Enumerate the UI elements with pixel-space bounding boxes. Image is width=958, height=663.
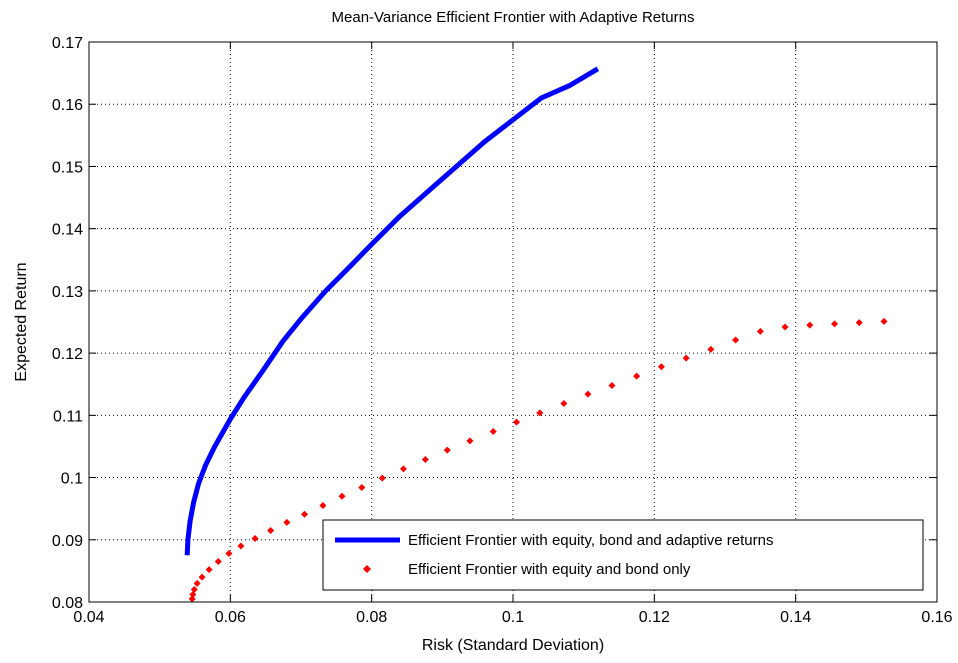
series-marker-1 [378,474,386,482]
y-tick-label: 0.11 [53,408,83,425]
legend: Efficient Frontier with equity, bond and… [322,519,924,591]
series-marker-1 [732,336,740,344]
grid [89,42,937,602]
series-marker-1 [283,518,291,526]
x-tick-label: 0.08 [356,609,387,626]
x-tick-label: 0.1 [502,609,524,626]
y-tick-label: 0.12 [52,346,83,363]
series-marker-1 [193,579,201,587]
y-tick-label: 0.16 [52,97,83,114]
series-marker-1 [489,428,497,436]
series-marker-1 [188,595,196,603]
series-marker-1 [536,409,544,417]
legend-entry-adaptive: Efficient Frontier with equity, bond and… [408,532,774,549]
series-marker-1 [443,446,451,454]
y-tick-label: 0.08 [52,595,83,612]
series-marker-1 [707,345,715,353]
legend-marker-sample [363,565,371,573]
y-tick-label: 0.1 [61,471,83,488]
series-marker-1 [466,437,474,445]
series-marker-1 [301,510,309,518]
series-marker-1 [189,591,197,599]
series-marker-1 [190,586,198,594]
series-marker-1 [682,354,690,362]
series-marker-1 [584,390,592,398]
axis-ticks: 0.04 0.06 0.08 0.1 0.12 0.14 0.16 0.08 0.09 0.1 0.… [52,35,953,626]
series-marker-1 [880,317,888,325]
series-line-0 [184,66,600,556]
series-marker-1 [756,327,764,335]
x-tick-label: 0.16 [921,609,952,626]
series-marker-1 [806,321,814,329]
series-marker-1 [205,566,213,574]
series-marker-1 [560,400,568,408]
series-marker-1 [267,526,275,534]
y-tick-label: 0.14 [52,222,83,239]
series-marker-1 [831,320,839,328]
series-marker-1 [855,319,863,327]
series-marker-1 [657,363,665,371]
series-marker-1 [358,484,366,492]
series-marker-1 [399,465,407,473]
plot-series [184,66,888,603]
series-marker-1 [513,418,521,426]
chart-title: Mean-Variance Efficient Frontier with Ad… [332,9,695,26]
series-marker-1 [633,372,641,380]
series-marker-1 [237,542,245,550]
legend-entry-equity-bond: Efficient Frontier with equity and bond … [408,561,691,578]
y-tick-label: 0.15 [52,159,83,176]
series-marker-1 [781,323,789,331]
series-marker-1 [319,502,327,510]
series-marker-1 [198,573,206,581]
series-marker-1 [225,549,233,557]
y-tick-label: 0.09 [52,533,83,550]
x-tick-label: 0.04 [73,609,104,626]
x-axis-label: Risk (Standard Deviation) [422,637,604,654]
series-marker-1 [251,535,259,543]
x-tick-label: 0.14 [780,609,811,626]
x-tick-label: 0.12 [639,609,670,626]
series-marker-1 [608,381,616,389]
x-tick-label: 0.06 [215,609,246,626]
series-marker-1 [421,456,429,464]
series-marker-1 [338,492,346,500]
y-tick-label: 0.17 [52,35,83,52]
y-tick-label: 0.13 [52,284,83,301]
legend-box [322,519,924,591]
y-axis-label: Expected Return [13,262,30,381]
series-marker-1 [214,558,222,566]
